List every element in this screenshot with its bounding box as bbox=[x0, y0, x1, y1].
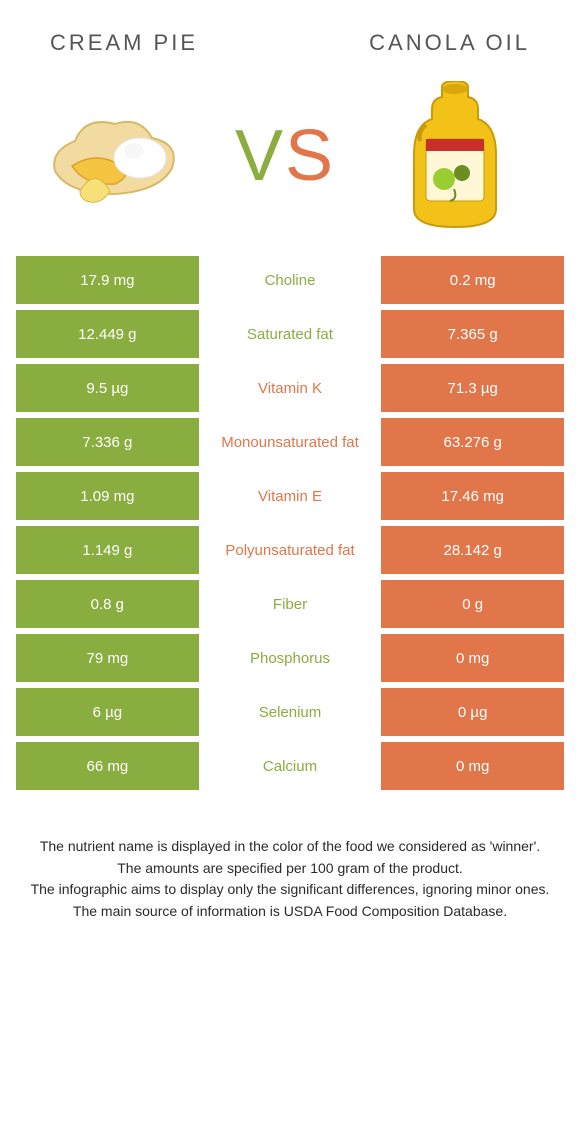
footnotes: The nutrient name is displayed in the co… bbox=[0, 796, 580, 923]
left-value: 66 mg bbox=[16, 742, 199, 790]
header: CREAM PIE CANOLA OIL bbox=[0, 0, 580, 66]
table-row: 1.149 gPolyunsaturated fat28.142 g bbox=[16, 526, 564, 574]
left-value: 1.09 mg bbox=[16, 472, 199, 520]
nutrient-label: Calcium bbox=[199, 742, 382, 790]
nutrient-label: Monounsaturated fat bbox=[199, 418, 382, 466]
table-row: 7.336 gMonounsaturated fat63.276 g bbox=[16, 418, 564, 466]
table-row: 9.5 µgVitamin K71.3 µg bbox=[16, 364, 564, 412]
right-value: 0 mg bbox=[381, 634, 564, 682]
table-row: 12.449 gSaturated fat7.365 g bbox=[16, 310, 564, 358]
footnote-line: The main source of information is USDA F… bbox=[30, 901, 550, 923]
left-value: 17.9 mg bbox=[16, 256, 199, 304]
right-value: 17.46 mg bbox=[381, 472, 564, 520]
footnote-line: The infographic aims to display only the… bbox=[30, 879, 550, 901]
nutrient-label: Polyunsaturated fat bbox=[199, 526, 382, 574]
left-value: 9.5 µg bbox=[16, 364, 199, 412]
images-row: VS bbox=[0, 66, 580, 256]
left-value: 12.449 g bbox=[16, 310, 199, 358]
left-value: 7.336 g bbox=[16, 418, 199, 466]
left-value: 1.149 g bbox=[16, 526, 199, 574]
nutrient-label: Selenium bbox=[199, 688, 382, 736]
nutrient-label: Phosphorus bbox=[199, 634, 382, 682]
nutrient-label: Vitamin K bbox=[199, 364, 382, 412]
left-value: 6 µg bbox=[16, 688, 199, 736]
nutrient-label: Fiber bbox=[199, 580, 382, 628]
canola-oil-icon bbox=[400, 81, 510, 231]
table-row: 0.8 gFiber0 g bbox=[16, 580, 564, 628]
nutrient-label: Vitamin E bbox=[199, 472, 382, 520]
comparison-table: 17.9 mgCholine0.2 mg 12.449 gSaturated fa… bbox=[0, 256, 580, 790]
right-value: 0 mg bbox=[381, 742, 564, 790]
right-value: 0 µg bbox=[381, 688, 564, 736]
footnote-line: The nutrient name is displayed in the co… bbox=[30, 836, 550, 858]
table-row: 17.9 mgCholine0.2 mg bbox=[16, 256, 564, 304]
vs-label: VS bbox=[235, 115, 335, 197]
right-value: 28.142 g bbox=[381, 526, 564, 574]
left-food-image bbox=[40, 86, 190, 226]
right-food-title: CANOLA OIL bbox=[369, 30, 530, 56]
right-value: 0 g bbox=[381, 580, 564, 628]
left-value: 79 mg bbox=[16, 634, 199, 682]
table-row: 1.09 mgVitamin E17.46 mg bbox=[16, 472, 564, 520]
right-value: 7.365 g bbox=[381, 310, 564, 358]
table-row: 6 µgSelenium0 µg bbox=[16, 688, 564, 736]
table-row: 66 mgCalcium0 mg bbox=[16, 742, 564, 790]
right-value: 71.3 µg bbox=[381, 364, 564, 412]
right-value: 0.2 mg bbox=[381, 256, 564, 304]
nutrient-label: Saturated fat bbox=[199, 310, 382, 358]
table-row: 79 mgPhosphorus0 mg bbox=[16, 634, 564, 682]
footnote-line: The amounts are specified per 100 gram o… bbox=[30, 858, 550, 880]
vs-s: S bbox=[285, 116, 335, 196]
right-food-image bbox=[380, 86, 530, 226]
right-value: 63.276 g bbox=[381, 418, 564, 466]
left-food-title: CREAM PIE bbox=[50, 30, 198, 56]
vs-v: V bbox=[235, 116, 285, 196]
cream-pie-icon bbox=[40, 96, 190, 216]
nutrient-label: Choline bbox=[199, 256, 382, 304]
left-value: 0.8 g bbox=[16, 580, 199, 628]
